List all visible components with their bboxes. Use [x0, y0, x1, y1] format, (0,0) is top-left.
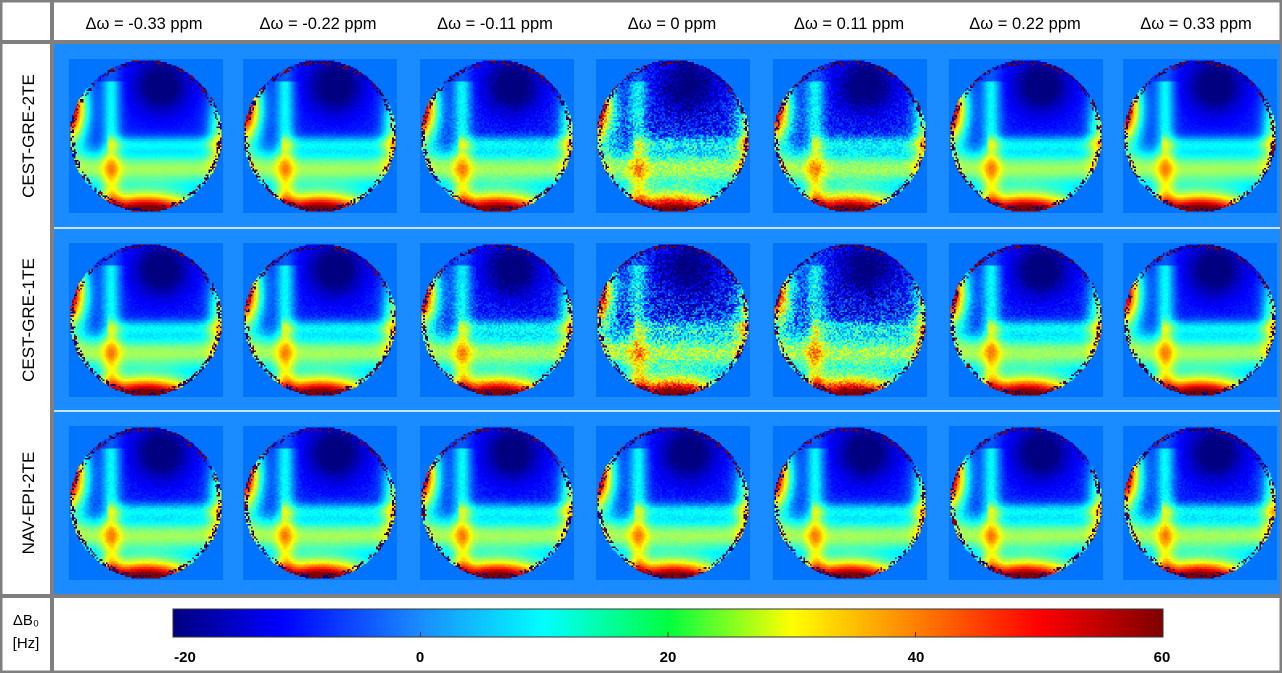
column-header-4: Δω = 0 ppm [628, 15, 717, 33]
b0-map-r1-c6 [949, 59, 1103, 213]
b0-map-r2-c7 [1123, 243, 1277, 397]
colorbar-tick-label-1: -20 [174, 649, 196, 666]
colorbar-tick-label-3: 20 [660, 649, 677, 666]
b0-map-r3-c5 [773, 426, 927, 580]
column-header-1: Δω = -0.33 ppm [86, 15, 203, 33]
b0-map-r2-c4 [596, 243, 750, 397]
b0-map-r1-c2 [243, 59, 397, 213]
b0-map-r3-c4 [596, 426, 750, 580]
b0-map-r2-c1 [69, 243, 223, 397]
column-header-5: Δω = 0.11 ppm [794, 15, 904, 33]
b0-map-r1-c5 [773, 59, 927, 213]
b0-map-r1-c1 [69, 59, 223, 213]
b0-maps [69, 59, 1277, 580]
colorbar-label-symbol: ΔB₀ [13, 612, 39, 629]
row-label-2: CEST-GRE-1TE [19, 258, 38, 382]
column-header-7: Δω = 0.33 ppm [1140, 15, 1252, 33]
column-header-2: Δω = -0.22 ppm [260, 15, 377, 33]
column-header-3: Δω = -0.11 ppm [437, 15, 553, 33]
column-header-6: Δω = 0.22 ppm [969, 15, 1081, 33]
b0-map-r3-c6 [949, 426, 1103, 580]
colorbar-ticks [172, 632, 1164, 637]
b0-map-r1-c4 [596, 59, 750, 213]
colorbar-label-unit: [Hz] [13, 635, 40, 652]
b0-map-r1-c3 [420, 59, 574, 213]
b0-map-r1-c7 [1123, 59, 1277, 213]
b0-map-r3-c1 [69, 426, 223, 580]
b0-map-r2-c3 [420, 243, 574, 397]
b0-map-r2-c6 [949, 243, 1103, 397]
colorbar-tick-label-5: 60 [1154, 649, 1171, 666]
colorbar-tick-label-2: 0 [416, 649, 424, 666]
row-label-3: NAV-EPI-2TE [19, 452, 38, 555]
b0-map-r3-c3 [420, 426, 574, 580]
b0-map-r3-c2 [243, 426, 397, 580]
b0-map-r2-c5 [773, 243, 927, 397]
row-label-1: CEST-GRE-2TE [19, 74, 38, 198]
colorbar-tick-label-4: 40 [908, 649, 925, 666]
b0-map-r2-c2 [243, 243, 397, 397]
b0-map-r3-c7 [1123, 426, 1277, 580]
